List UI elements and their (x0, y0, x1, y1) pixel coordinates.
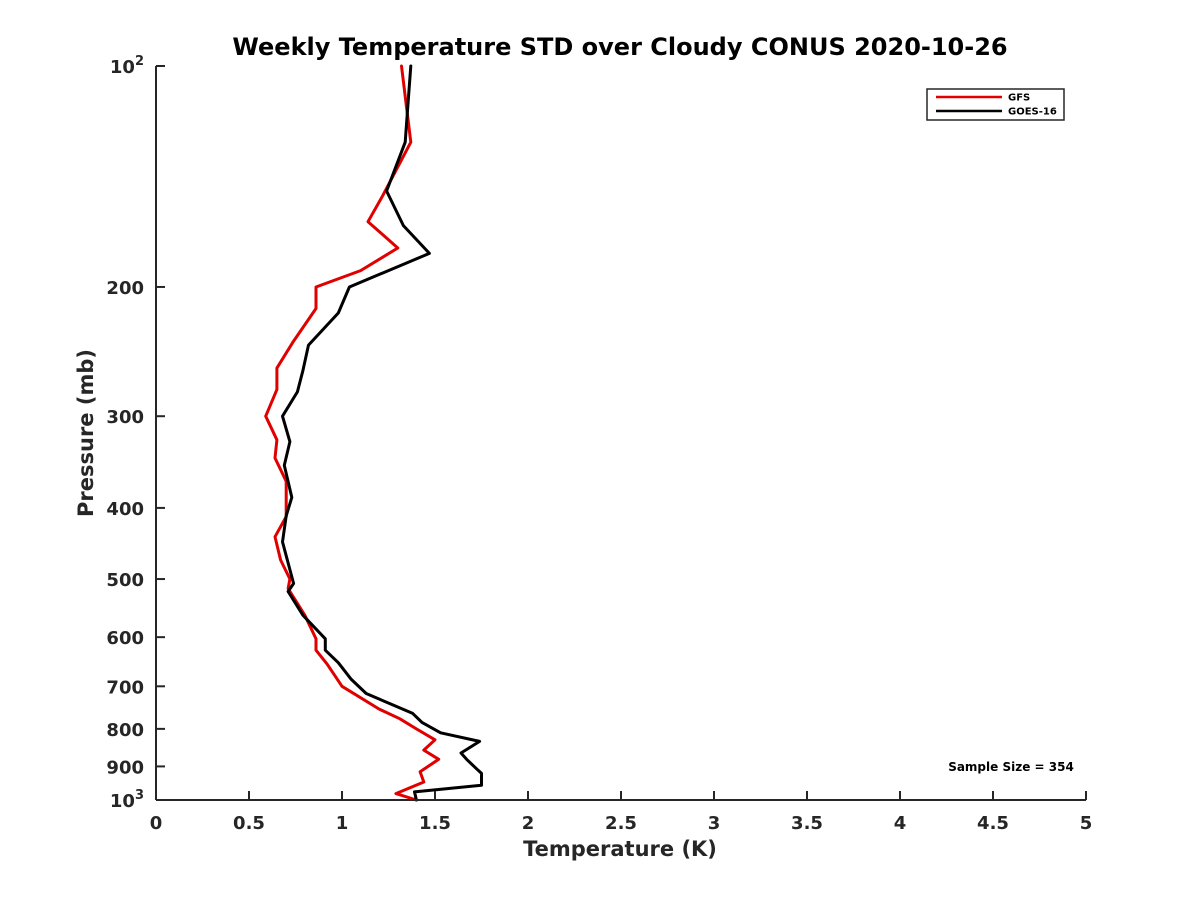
legend: GFS GOES-16 (926, 88, 1065, 121)
x-tick-label: 5 (1080, 813, 1093, 834)
series-layer (264, 64, 483, 802)
x-tick-label: 1 (336, 813, 349, 834)
y-tick-base: 10 (110, 57, 135, 78)
x-axis-ticks: 0 0.5 1 1.5 2 2.5 3 3.5 4 4.5 5 (150, 791, 1093, 834)
y-tick-label: 103 (110, 788, 144, 812)
y-tick-label: 300 (106, 407, 144, 428)
series-line-gfs (264, 64, 441, 802)
y-tick-label: 800 (106, 720, 144, 741)
x-tick-label: 2 (522, 813, 535, 834)
x-tick-label: 3.5 (791, 813, 823, 834)
y-tick-exponent: 3 (135, 788, 144, 803)
y-tick-label: 600 (106, 628, 144, 649)
x-tick-label: 0 (150, 813, 163, 834)
series-line-goes-16 (281, 64, 483, 802)
y-tick-exponent: 2 (135, 54, 144, 69)
sample-size-annotation: Sample Size = 354 (948, 760, 1074, 774)
y-tick-label: 102 (110, 54, 144, 78)
y-tick-label: 700 (106, 677, 144, 698)
y-tick-label: 900 (106, 757, 144, 778)
y-tick-label: 500 (106, 570, 144, 591)
y-tick-label: 400 (106, 499, 144, 520)
chart-title: Weekly Temperature STD over Cloudy CONUS… (232, 33, 1007, 61)
legend-box (926, 88, 1065, 121)
x-tick-label: 2.5 (605, 813, 637, 834)
x-tick-label: 3 (708, 813, 721, 834)
legend-label-gfs: GFS (1008, 93, 1030, 104)
legend-label-goes-16: GOES-16 (1008, 107, 1057, 118)
y-tick-label: 200 (106, 278, 144, 299)
y-tick-base: 10 (110, 791, 135, 812)
legend-entries: GFS GOES-16 (936, 93, 1057, 118)
x-tick-label: 4 (894, 813, 907, 834)
y-axis-label: Pressure (mb) (74, 349, 98, 517)
x-axis-label: Temperature (K) (523, 837, 717, 861)
x-tick-label: 1.5 (419, 813, 451, 834)
x-tick-label: 0.5 (233, 813, 265, 834)
x-tick-label: 4.5 (977, 813, 1009, 834)
